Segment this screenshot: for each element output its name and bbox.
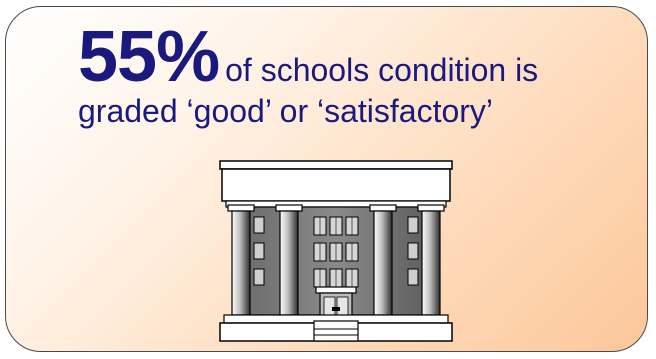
headline-text-1: of schools condition is xyxy=(225,52,539,88)
percent-value: 55% xyxy=(78,17,220,97)
info-card: 55% of schools condition is graded ‘good’… xyxy=(5,6,648,352)
headline-line-2: graded ‘good’ or ‘satisfactory’ xyxy=(78,93,494,129)
headline: 55% of schools condition is graded ‘good’… xyxy=(78,21,538,127)
school-building-icon xyxy=(219,160,453,342)
headline-line-1: 55% of schools condition is xyxy=(78,21,538,93)
